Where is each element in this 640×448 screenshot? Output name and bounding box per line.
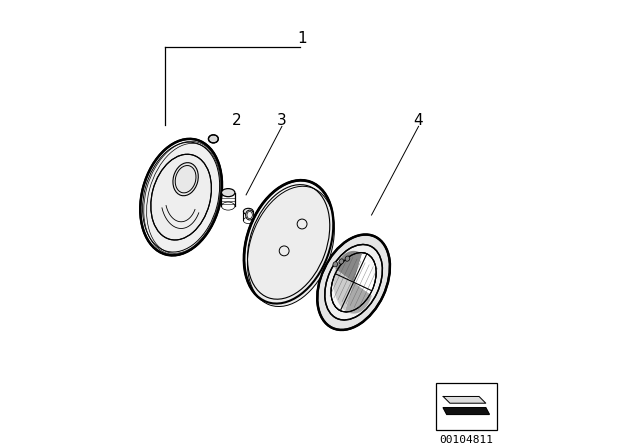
Ellipse shape (221, 189, 235, 197)
Ellipse shape (333, 262, 337, 267)
Text: 00104811: 00104811 (440, 435, 493, 445)
Ellipse shape (173, 163, 198, 196)
Ellipse shape (248, 186, 334, 306)
Ellipse shape (243, 208, 253, 215)
Ellipse shape (331, 253, 376, 312)
Text: 2: 2 (232, 113, 242, 129)
Ellipse shape (140, 139, 222, 255)
Polygon shape (335, 251, 362, 282)
Text: 3: 3 (277, 113, 287, 129)
Ellipse shape (151, 154, 211, 240)
Polygon shape (345, 282, 372, 314)
Ellipse shape (209, 135, 218, 143)
Ellipse shape (317, 235, 390, 330)
Text: 1: 1 (297, 30, 307, 46)
Ellipse shape (325, 245, 382, 320)
Ellipse shape (339, 259, 344, 264)
Ellipse shape (246, 210, 253, 220)
Bar (436, 383, 497, 430)
Ellipse shape (345, 256, 350, 261)
Polygon shape (353, 254, 374, 296)
Ellipse shape (147, 143, 221, 253)
Text: 4: 4 (413, 113, 424, 129)
Ellipse shape (244, 180, 333, 304)
Ellipse shape (144, 142, 221, 254)
Polygon shape (443, 408, 490, 414)
Polygon shape (443, 396, 486, 403)
Polygon shape (333, 269, 353, 310)
